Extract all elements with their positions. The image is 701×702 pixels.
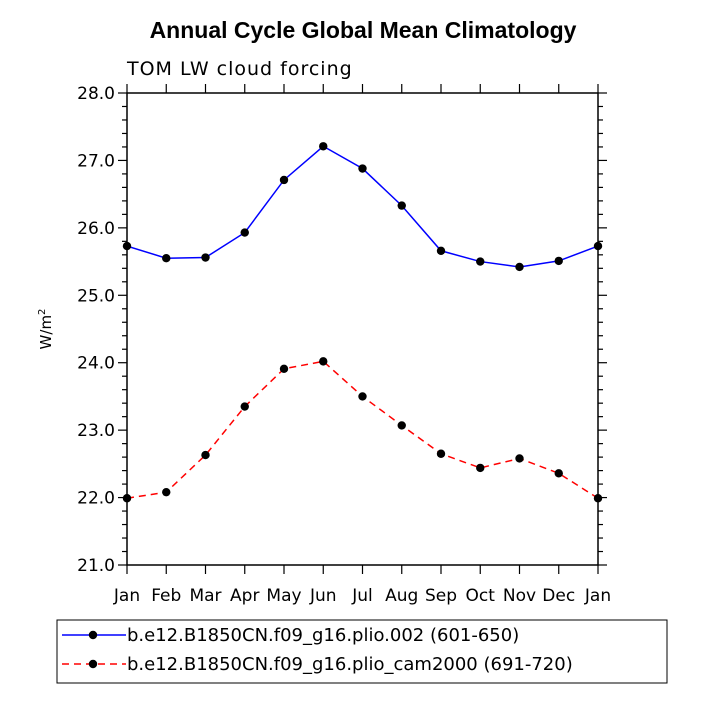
chart-subtitle: TOM LW cloud forcing (126, 58, 353, 80)
y-axis-label: W/m2 (37, 309, 55, 350)
series-2-point (397, 421, 406, 430)
y-tick-label: 24.0 (77, 354, 115, 374)
series-1-point (515, 262, 524, 272)
x-tick-label: Jan (113, 586, 140, 606)
series-1-point (122, 241, 132, 251)
x-tick-label: Oct (466, 586, 496, 606)
x-tick-label: Mar (189, 586, 221, 606)
x-tick-label: Feb (151, 586, 181, 606)
series-1-point (201, 253, 210, 262)
series-1-point (319, 142, 328, 151)
series-1-point (358, 164, 367, 173)
y-tick-label: 26.0 (77, 219, 115, 239)
series-1-point (593, 241, 603, 251)
legend-box (56, 619, 668, 684)
legend-marker-2 (88, 659, 98, 669)
legend-label-1: b.e12.B1850CN.f09_g16.plio.002 (601-650) (127, 625, 519, 646)
x-tick-label: Apr (230, 586, 259, 606)
series-2-point (122, 494, 132, 503)
plot-area: 21.0 22.0 23.0 24.0 25.0 26.0 27.0 28.0 Jan Feb Ma… (37, 84, 611, 606)
legend: b.e12.B1850CN.f09_g16.plio.002 (601-650)… (56, 619, 668, 684)
x-tick-label: Dec (542, 586, 575, 606)
series-2-point (240, 402, 249, 411)
series-1-point (162, 254, 171, 263)
series-2-point (279, 364, 289, 373)
series-2-point (593, 494, 603, 503)
y-tick-label: 21.0 (77, 556, 115, 576)
series-2-point (162, 487, 171, 497)
series-1-point (554, 256, 563, 266)
series-2-point (358, 392, 367, 401)
series-2-point (476, 463, 485, 473)
series-2-point (554, 469, 563, 478)
legend-marker-1 (88, 630, 98, 640)
series-1-point (279, 175, 289, 185)
y-tick-label: 28.0 (77, 84, 115, 104)
x-tick-label: Jul (351, 586, 373, 606)
y-tick-label: 23.0 (77, 421, 115, 441)
series-2-point (515, 454, 524, 463)
plot-frame (126, 92, 599, 566)
series-2-point (201, 450, 210, 460)
y-tick-label: 25.0 (77, 286, 115, 306)
y-tick-label: 27.0 (77, 151, 115, 171)
series-2-point (436, 449, 446, 458)
x-tick-label: Nov (503, 586, 536, 606)
chart-title: Annual Cycle Global Mean Climatology (150, 17, 577, 43)
x-tick-label: Aug (385, 586, 418, 606)
series-2-point (319, 357, 328, 366)
legend-label-2: b.e12.B1850CN.f09_g16.plio_cam2000 (691-… (127, 654, 573, 675)
x-tick-label: Jun (309, 586, 337, 606)
series-line-2 (126, 360, 599, 499)
x-tick-label: Jan (584, 586, 611, 606)
series-1-point (476, 257, 485, 266)
x-tick-label: Sep (425, 586, 457, 606)
series-1-point (240, 228, 249, 237)
series-1-point (436, 246, 446, 255)
series-1-point (397, 201, 406, 210)
series-layer (122, 142, 603, 503)
x-tick-label: May (266, 586, 301, 606)
y-tick-label: 22.0 (77, 489, 115, 509)
